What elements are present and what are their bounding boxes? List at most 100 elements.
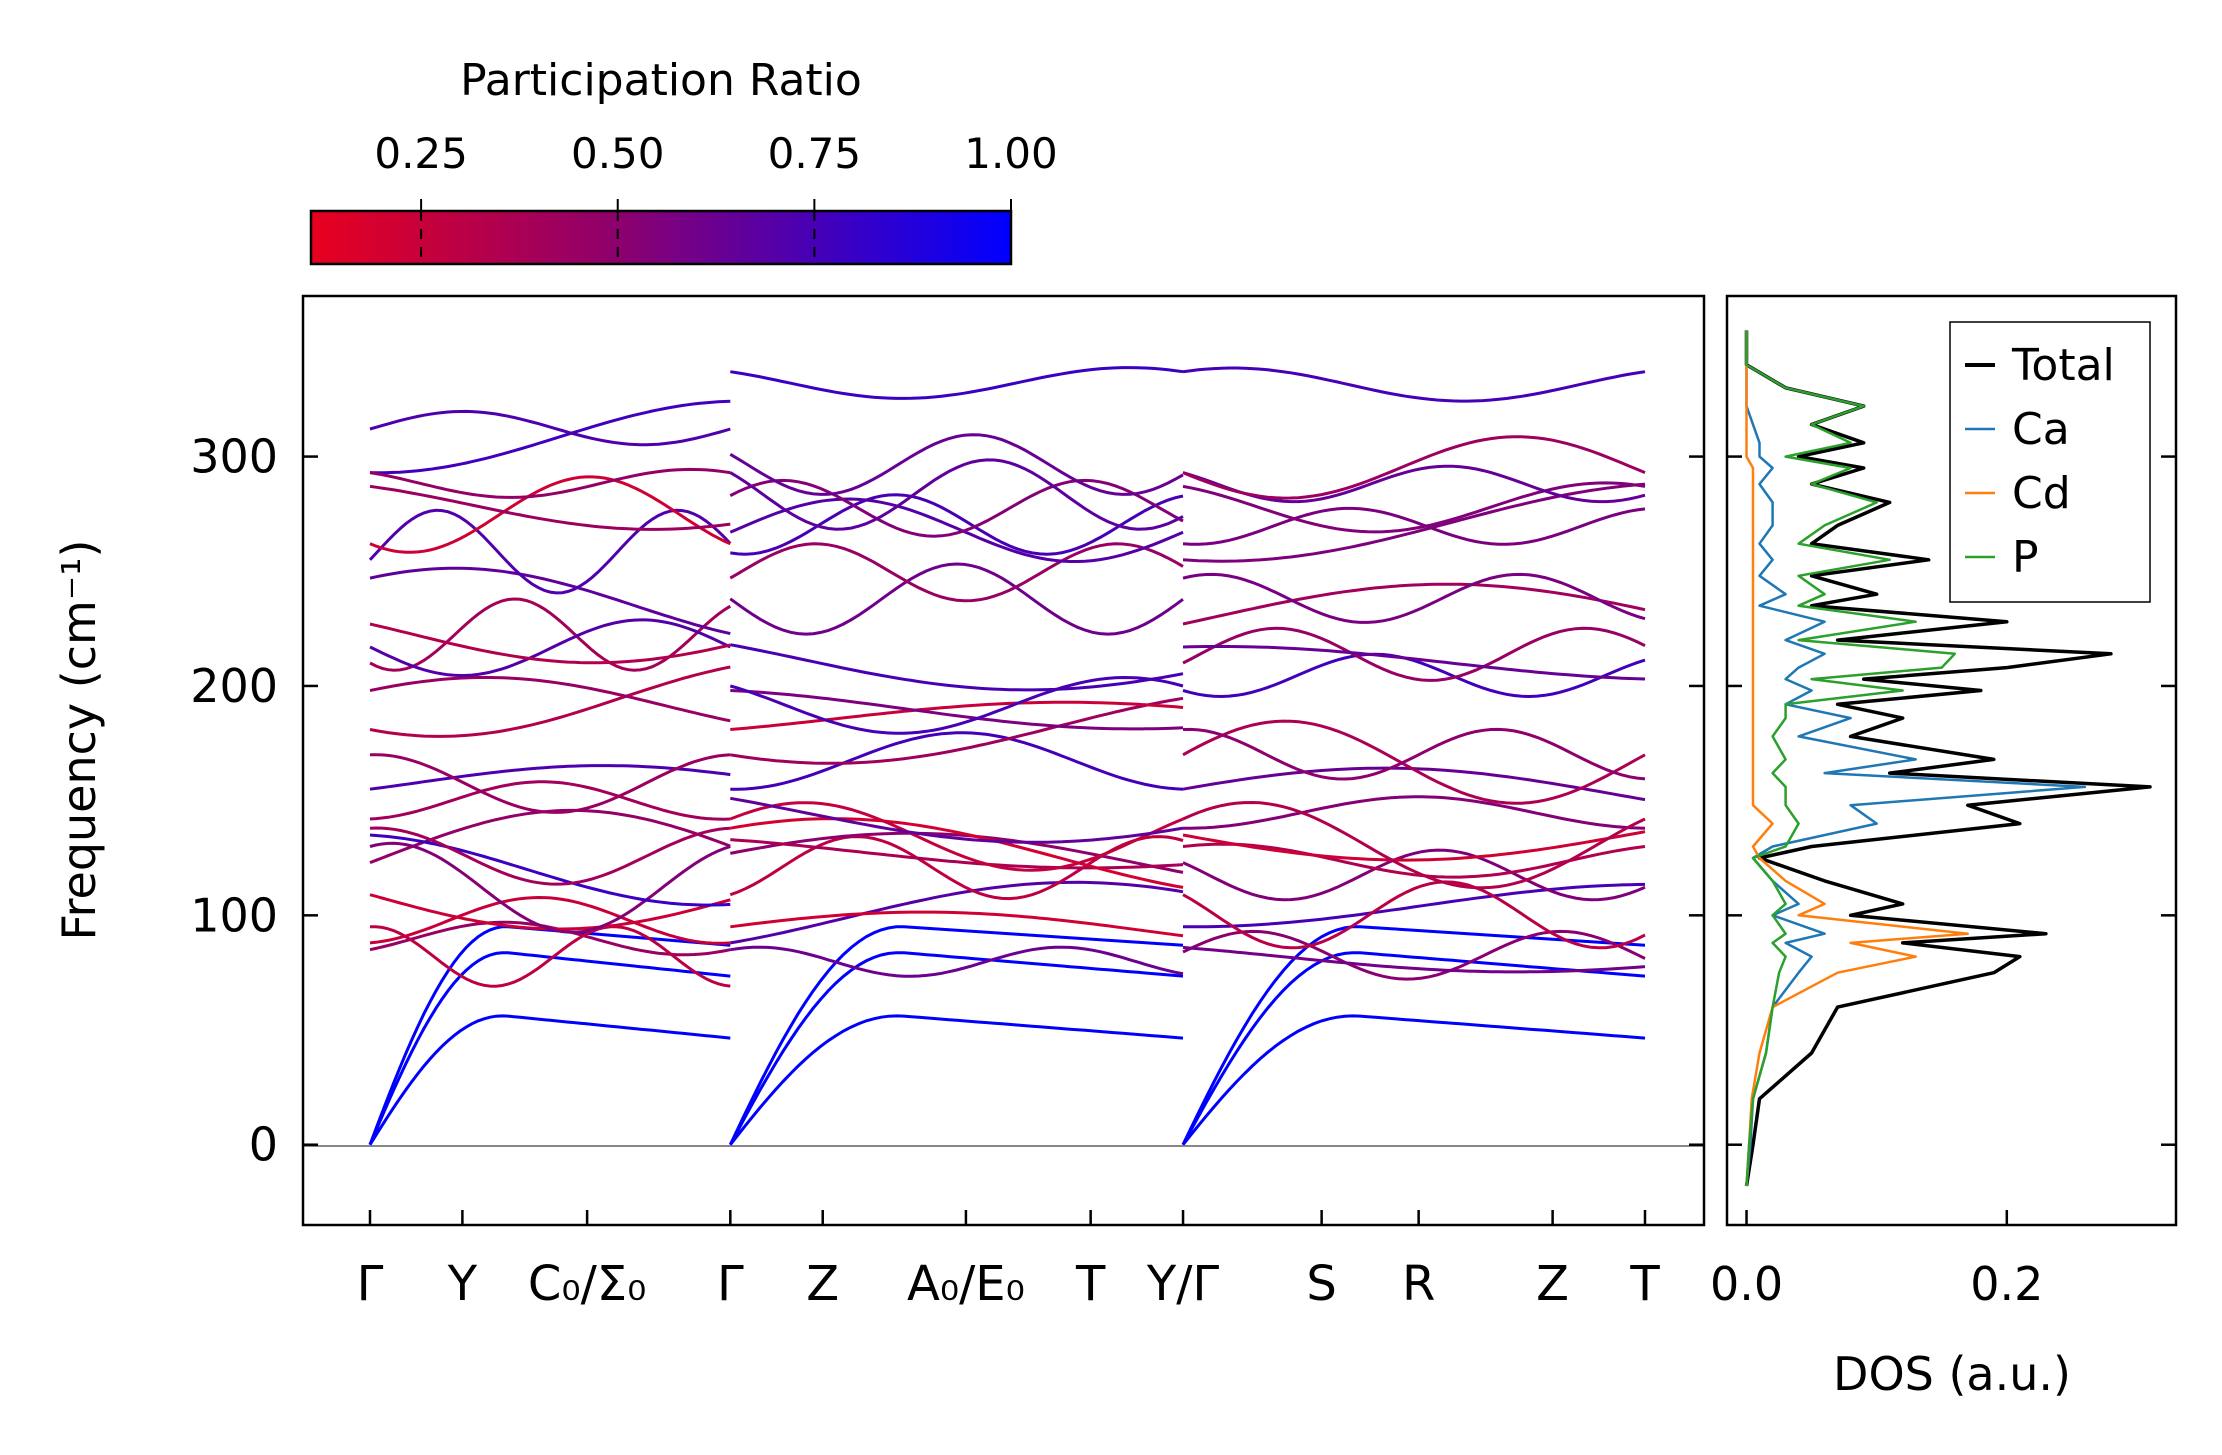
phonon-band <box>1182 719 1646 805</box>
phonon-band <box>1182 800 1646 890</box>
phonon-band <box>369 753 731 814</box>
phonon-band <box>1182 652 1646 699</box>
k-point-label: R <box>1402 1256 1435 1312</box>
phonon-band <box>1181 1014 1646 1146</box>
legend-entry: Ca <box>2012 404 2070 455</box>
phonon-band <box>729 675 1184 735</box>
colorbar-ticks: 0.25 0.50 0.75 1.00 <box>374 129 1058 264</box>
k-point-label: S <box>1306 1256 1336 1312</box>
phonon-band <box>730 831 1184 874</box>
phonon-band <box>730 838 1184 870</box>
y-tick-label: 300 <box>190 430 278 484</box>
phonon-band <box>369 484 731 531</box>
phonon-band <box>1182 848 1646 902</box>
frequency-axis-label-text: Frequency (cm⁻¹) <box>52 540 106 941</box>
phonon-band <box>729 497 1184 563</box>
phonon-band <box>369 826 731 886</box>
k-point-label: T <box>1629 1256 1660 1312</box>
phonon-band <box>369 409 731 447</box>
k-point-label: Y <box>447 1256 478 1312</box>
k-point-label: Γ <box>357 1256 384 1312</box>
phonon-band <box>1182 766 1646 802</box>
phonon-band <box>730 689 1184 731</box>
kpath-ticks: Γ Y C₀/Σ₀ Γ Z A₀/E₀ T Y/Γ S R Z T <box>357 1210 1660 1312</box>
phonon-band <box>1182 880 1646 950</box>
phonon-band <box>729 1014 1184 1146</box>
phonon-band <box>730 817 1184 889</box>
phonon-band <box>1182 366 1646 403</box>
phonon-band <box>369 676 731 723</box>
dos-x-tick-label: 0.2 <box>1970 1257 2043 1311</box>
colorbar-gradient <box>309 209 1013 266</box>
k-point-label: T <box>1075 1256 1106 1312</box>
colorbar-title: Participation Ratio <box>460 55 862 106</box>
legend-entry: Cd <box>2012 468 2071 519</box>
phonon-band <box>730 731 1184 791</box>
phonon-band <box>369 475 731 554</box>
colorbar-tick-label: 0.50 <box>571 129 665 178</box>
phonon-band <box>1182 727 1646 781</box>
phonon-band <box>730 910 1184 938</box>
phonon-band <box>368 951 731 1146</box>
phonon-band <box>730 700 1184 731</box>
dos-curves <box>1744 330 2152 1187</box>
legend-frame <box>1949 321 2151 603</box>
legend-entry: Total <box>2011 340 2115 391</box>
band-structure-panel: 0 100 200 300 Γ Y C₀/Σ₀ Γ Z A₀/E₀ T Y/Γ S R Z T Freque… <box>52 294 1706 1312</box>
phonon-band <box>1182 645 1646 681</box>
phonon-band <box>1182 435 1646 500</box>
k-point-label: Z <box>1536 1256 1569 1312</box>
phonon-band <box>730 366 1184 400</box>
phonon-band <box>1182 572 1646 624</box>
phonon-band <box>728 951 1184 1146</box>
dos-axis-ticks: 0.0 0.2 <box>1710 455 2176 1311</box>
phonon-band <box>369 833 731 907</box>
y-tick-label: 200 <box>190 659 278 713</box>
phonon-band <box>1182 830 1646 862</box>
phonon-band <box>730 796 1184 844</box>
phonon-band <box>1182 582 1646 626</box>
phonon-band <box>369 467 731 499</box>
phonon-band <box>730 493 1184 556</box>
phonon-band <box>1183 882 1646 929</box>
dos-legend: Total Ca Cd P <box>1949 321 2151 603</box>
phonon-band <box>368 508 732 595</box>
dos-panel: 0.0 0.2 DOS (a.u.) Total Ca Cd P <box>1710 294 2178 1401</box>
phonon-band <box>730 880 1184 945</box>
colorbar-tick-label: 0.75 <box>768 129 862 178</box>
phonon-band <box>369 622 731 665</box>
k-point-label: Z <box>806 1256 839 1312</box>
dos-axis-label: DOS (a.u.) <box>1833 1347 2071 1401</box>
phonon-band <box>729 801 1184 872</box>
phonon-band <box>369 841 731 934</box>
dos-axes-frame <box>1725 294 2178 1227</box>
phonon-band <box>1181 951 1646 1146</box>
band-lines <box>368 366 1646 1146</box>
legend-entry: P <box>2012 532 2039 583</box>
colorbar-tick-label: 0.25 <box>374 129 468 178</box>
phonon-band <box>730 696 1184 765</box>
dos-curve-p <box>1745 330 1957 1187</box>
phonon-band <box>729 433 1184 496</box>
k-point-label: Γ <box>717 1256 744 1312</box>
phonon-band <box>369 618 731 678</box>
phonon-band <box>1183 795 1646 830</box>
dos-curve-ca <box>1745 330 2087 1187</box>
phonon-band <box>1182 506 1646 546</box>
phonon-band <box>1182 929 1646 981</box>
dos-x-tick-label: 0.0 <box>1710 1257 1783 1311</box>
k-point-label: C₀/Σ₀ <box>528 1256 647 1312</box>
phonon-band <box>1182 945 1646 974</box>
phonon-band <box>1182 481 1646 534</box>
phonon-band <box>730 643 1184 692</box>
band-axes-frame <box>301 294 1706 1227</box>
frequency-axis-label: Frequency (cm⁻¹) <box>52 540 106 941</box>
phonon-band <box>369 780 731 821</box>
phonon-band <box>369 665 731 738</box>
phonon-band <box>1182 482 1646 563</box>
phonon-band <box>369 764 731 791</box>
phonon-band <box>1182 626 1646 682</box>
y-tick-label: 100 <box>190 888 278 942</box>
phonon-band <box>729 542 1184 603</box>
